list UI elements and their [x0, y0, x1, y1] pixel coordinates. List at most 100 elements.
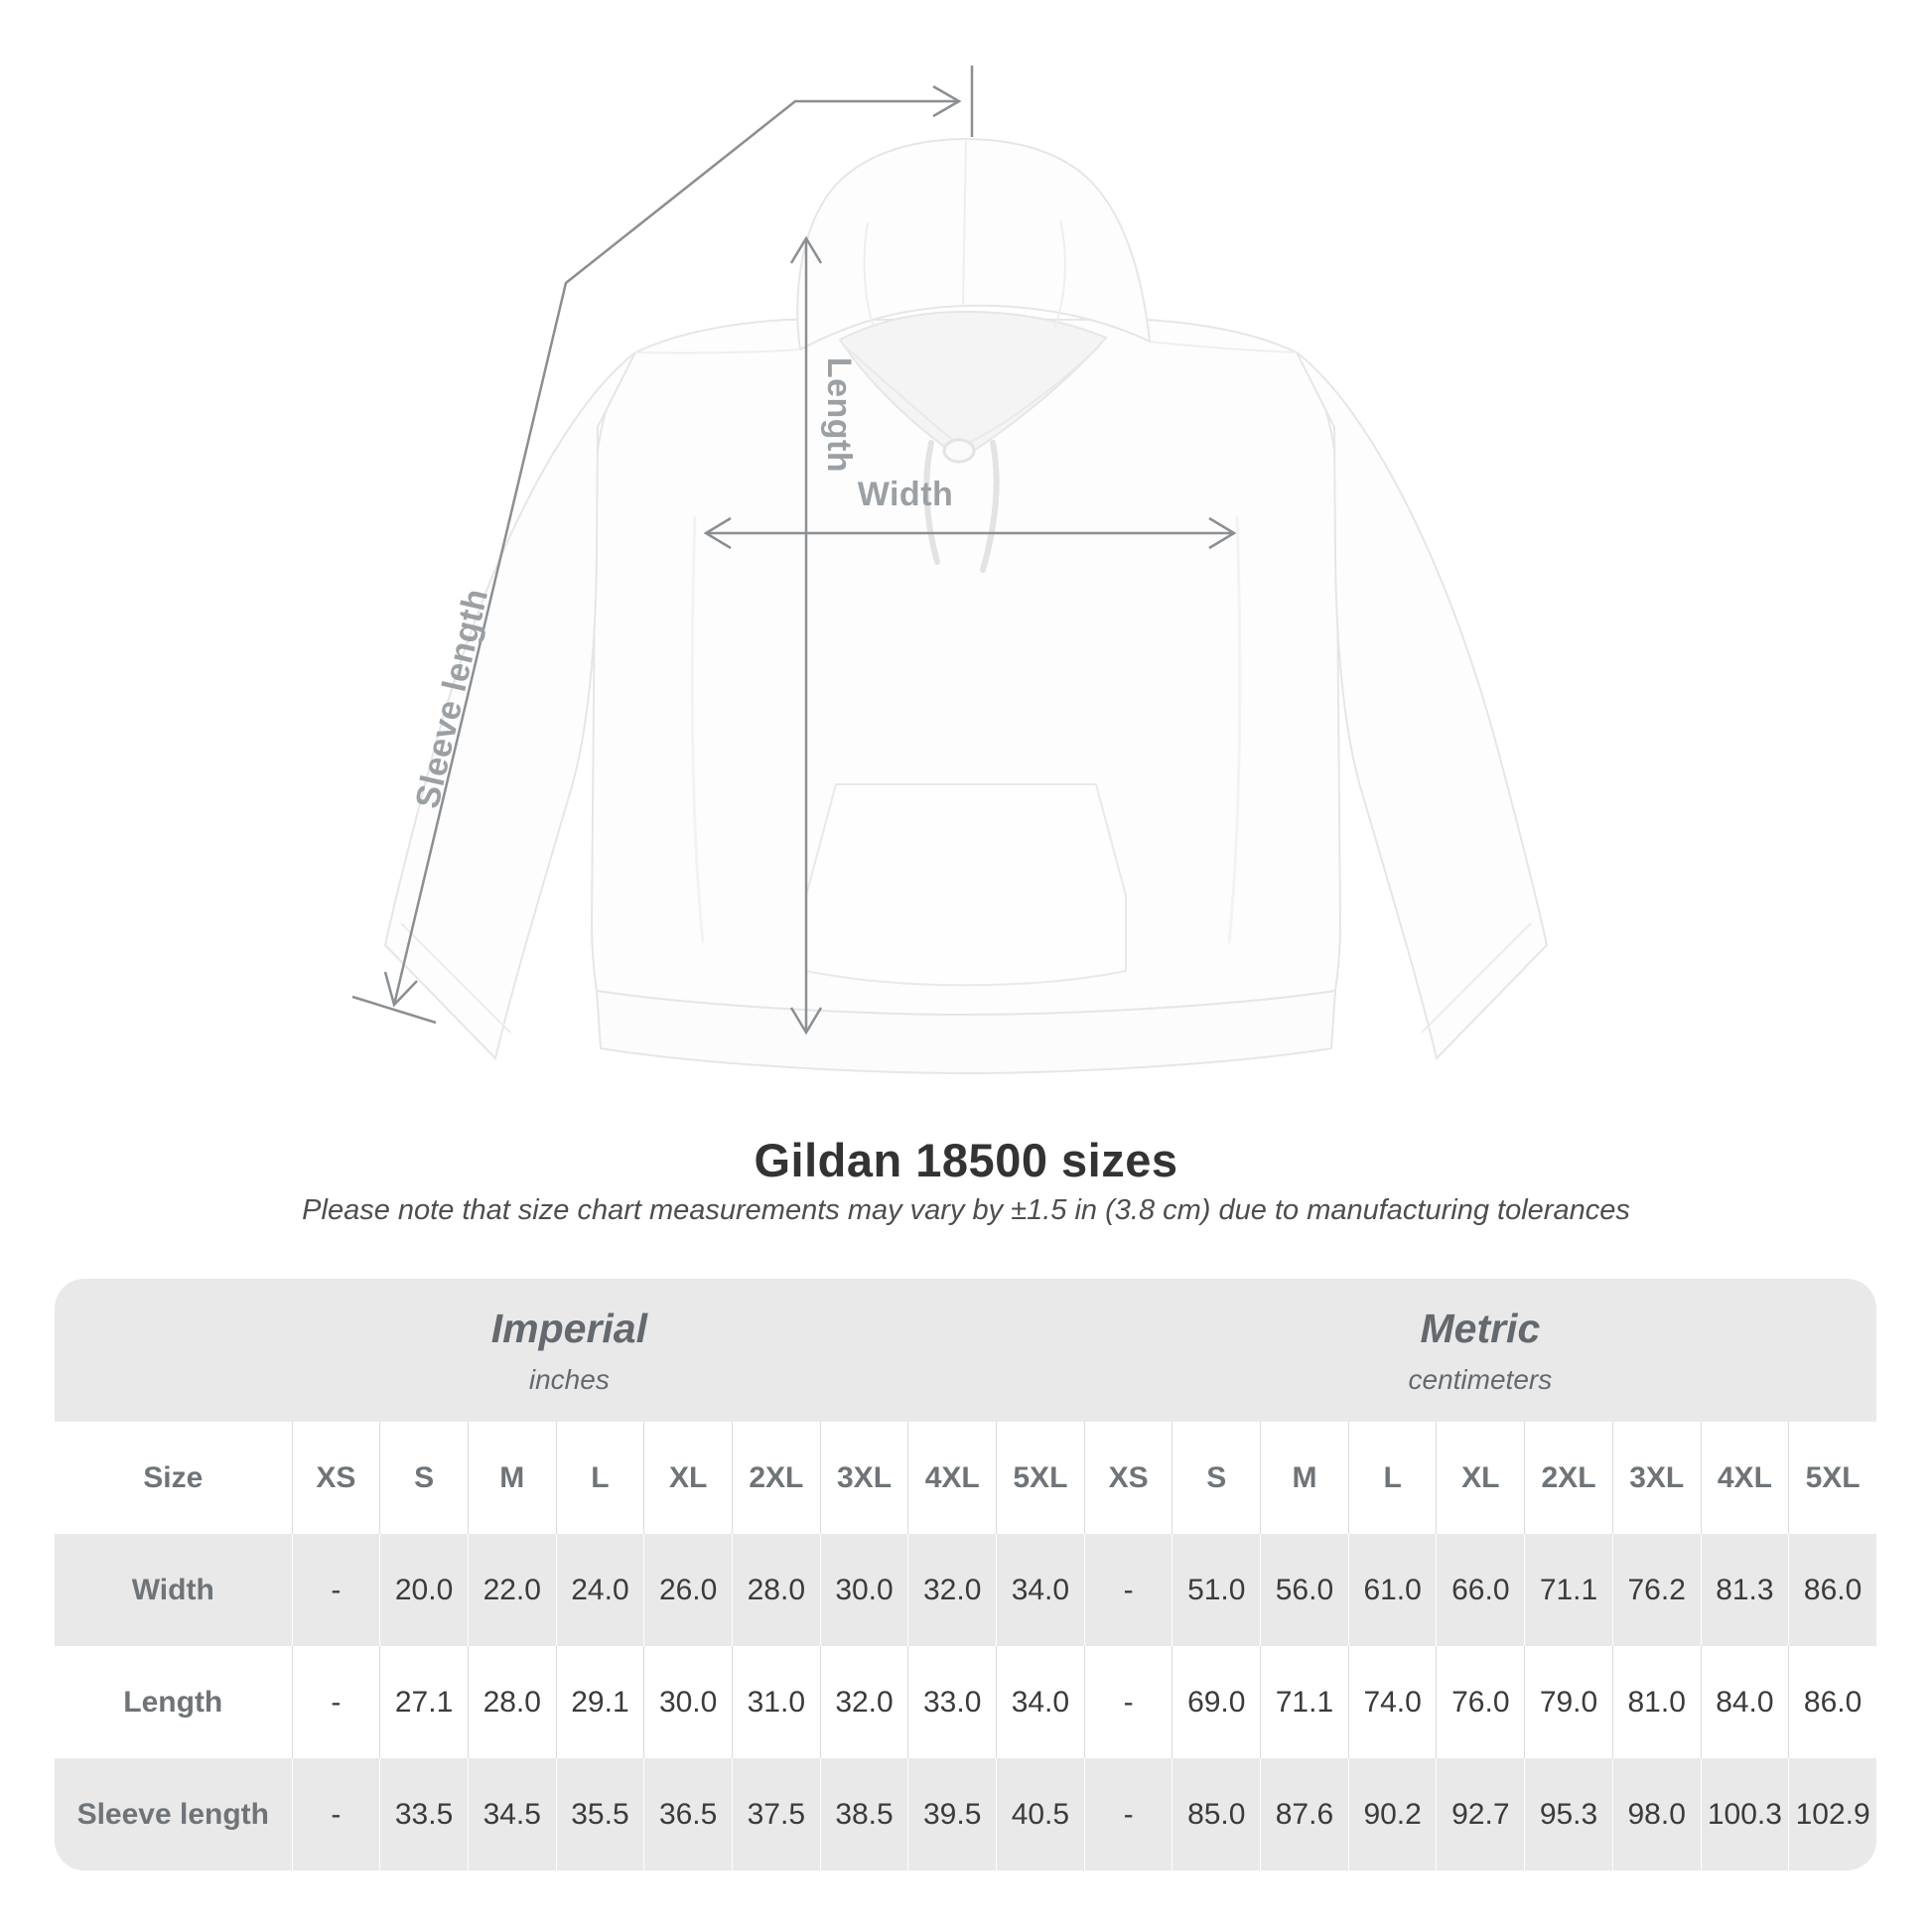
table-cell: 22.0 [467, 1534, 556, 1646]
table-cell: 28.0 [731, 1534, 820, 1646]
hoodie-illustration [383, 137, 1549, 1075]
table-cell: 87.6 [1260, 1758, 1348, 1870]
table-cell: 76.0 [1436, 1646, 1525, 1758]
col-header-imperial-xs: XS [291, 1422, 380, 1534]
table-cell: 85.0 [1172, 1758, 1261, 1870]
table-cell: 37.5 [731, 1758, 820, 1870]
hoodie-left-cuff-seam [400, 922, 511, 1034]
arrowhead-up-icon [789, 235, 823, 264]
col-header-metric-xs: XS [1083, 1422, 1173, 1534]
length-dimension-line [789, 235, 823, 1035]
table-cell: 31.0 [731, 1646, 820, 1758]
metric-label: Metric [1420, 1305, 1541, 1351]
hoodie-neck-trim [845, 345, 1101, 448]
table-row-sleeve-length: Sleeve length - 33.5 34.5 35.5 36.5 37.5… [55, 1758, 1876, 1870]
table-cell: 66.0 [1436, 1534, 1525, 1646]
row-label-sleeve-length: Sleeve length [55, 1758, 292, 1870]
width-dimension-line [703, 516, 1237, 550]
hoodie-right-cuff-seam [1421, 922, 1532, 1034]
col-header-metric-m: M [1260, 1422, 1348, 1534]
table-cell: 90.2 [1347, 1758, 1437, 1870]
page-title: Gildan 18500 sizes [754, 1134, 1178, 1186]
arrowhead-left-icon [703, 516, 732, 550]
table-cell: 74.0 [1347, 1646, 1437, 1758]
table-cell: 100.3 [1700, 1758, 1789, 1870]
size-table: Imperial inches Metric centimeters Size … [55, 1279, 1876, 1870]
table-cell: 79.0 [1524, 1646, 1612, 1758]
width-label: Width [858, 476, 954, 513]
table-cell: - [291, 1646, 380, 1758]
table-cell: 34.0 [996, 1646, 1084, 1758]
hoodie-left-sleeve [383, 351, 636, 1061]
col-header-imperial-s: S [379, 1422, 468, 1534]
hoodie-hood [796, 137, 1152, 351]
hoodie-measurement-diagram: Sleeve length Length Width [351, 66, 1549, 1075]
table-cell: 56.0 [1260, 1534, 1348, 1646]
hoodie-pocket [805, 783, 1127, 987]
col-header-imperial-3xl: 3XL [819, 1422, 908, 1534]
dimension-tick [351, 995, 437, 1025]
table-row-width: Width - 20.0 22.0 24.0 26.0 28.0 30.0 32… [55, 1534, 1876, 1646]
table-cell: 84.0 [1700, 1646, 1789, 1758]
page-subtitle: Please note that size chart measurements… [302, 1194, 1630, 1226]
table-cell: 33.5 [379, 1758, 468, 1870]
table-cell: 81.3 [1700, 1534, 1789, 1646]
size-column-header: Size [55, 1422, 292, 1534]
table-cell: - [291, 1758, 380, 1870]
table-cell: 26.0 [643, 1534, 732, 1646]
sleeve-length-dimension-line [351, 66, 974, 1025]
table-cell: 29.1 [555, 1646, 644, 1758]
table-cell: - [1083, 1534, 1173, 1646]
table-cell: 27.1 [379, 1646, 468, 1758]
col-header-metric-s: S [1172, 1422, 1261, 1534]
col-header-imperial-2xl: 2XL [731, 1422, 820, 1534]
col-header-imperial-m: M [467, 1422, 556, 1534]
col-header-metric-l: L [1347, 1422, 1437, 1534]
table-cell: - [1083, 1758, 1173, 1870]
table-row-length: Length - 27.1 28.0 29.1 30.0 31.0 32.0 3… [55, 1646, 1876, 1758]
table-cell: 71.1 [1260, 1646, 1348, 1758]
table-cell: 24.0 [555, 1534, 644, 1646]
table-cell: 32.0 [819, 1646, 908, 1758]
hoodie-drawstrings [923, 440, 1000, 573]
table-cell: 71.1 [1524, 1534, 1612, 1646]
table-cell: 81.0 [1611, 1646, 1701, 1758]
arrowhead-right-icon [932, 84, 962, 118]
table-cell: 86.0 [1788, 1646, 1876, 1758]
table-cell: 69.0 [1172, 1646, 1261, 1758]
table-cell: - [1083, 1646, 1173, 1758]
hoodie-fold-lines [690, 515, 1242, 944]
table-cell: 20.0 [379, 1534, 468, 1646]
col-header-metric-xl: XL [1436, 1422, 1525, 1534]
metric-sublabel: centimeters [1408, 1363, 1553, 1395]
unit-group-row: Imperial inches Metric centimeters [55, 1279, 1876, 1422]
arrowhead-down-icon [383, 971, 418, 1008]
table-cell: 98.0 [1611, 1758, 1701, 1870]
arrowhead-down-icon [789, 1007, 823, 1035]
col-header-imperial-l: L [555, 1422, 644, 1534]
arrowhead-right-icon [1208, 516, 1237, 550]
table-cell: 36.5 [643, 1758, 732, 1870]
table-cell: 51.0 [1172, 1534, 1261, 1646]
hoodie-drawstring-knot [942, 438, 976, 464]
table-cell: 35.5 [555, 1758, 644, 1870]
size-header-row: Size XS S M L XL 2XL 3XL 4XL 5XL XS S M … [55, 1422, 1876, 1534]
row-label-width: Width [55, 1534, 292, 1646]
imperial-sublabel: inches [528, 1363, 610, 1395]
col-header-metric-4xl: 4XL [1700, 1422, 1789, 1534]
table-cell: 34.0 [996, 1534, 1084, 1646]
table-cell: 30.0 [819, 1534, 908, 1646]
col-header-imperial-xl: XL [643, 1422, 732, 1534]
row-label-length: Length [55, 1646, 292, 1758]
imperial-label: Imperial [490, 1305, 647, 1351]
table-cell: 40.5 [996, 1758, 1084, 1870]
table-cell: 34.5 [467, 1758, 556, 1870]
table-cell: 102.9 [1788, 1758, 1876, 1870]
hoodie-hem-band [595, 989, 1337, 1075]
hoodie-hood-seam [863, 140, 1066, 329]
table-cell: 33.0 [907, 1646, 997, 1758]
imperial-group-header: Imperial inches [55, 1279, 1084, 1422]
col-header-metric-5xl: 5XL [1788, 1422, 1876, 1534]
col-header-metric-2xl: 2XL [1524, 1422, 1612, 1534]
